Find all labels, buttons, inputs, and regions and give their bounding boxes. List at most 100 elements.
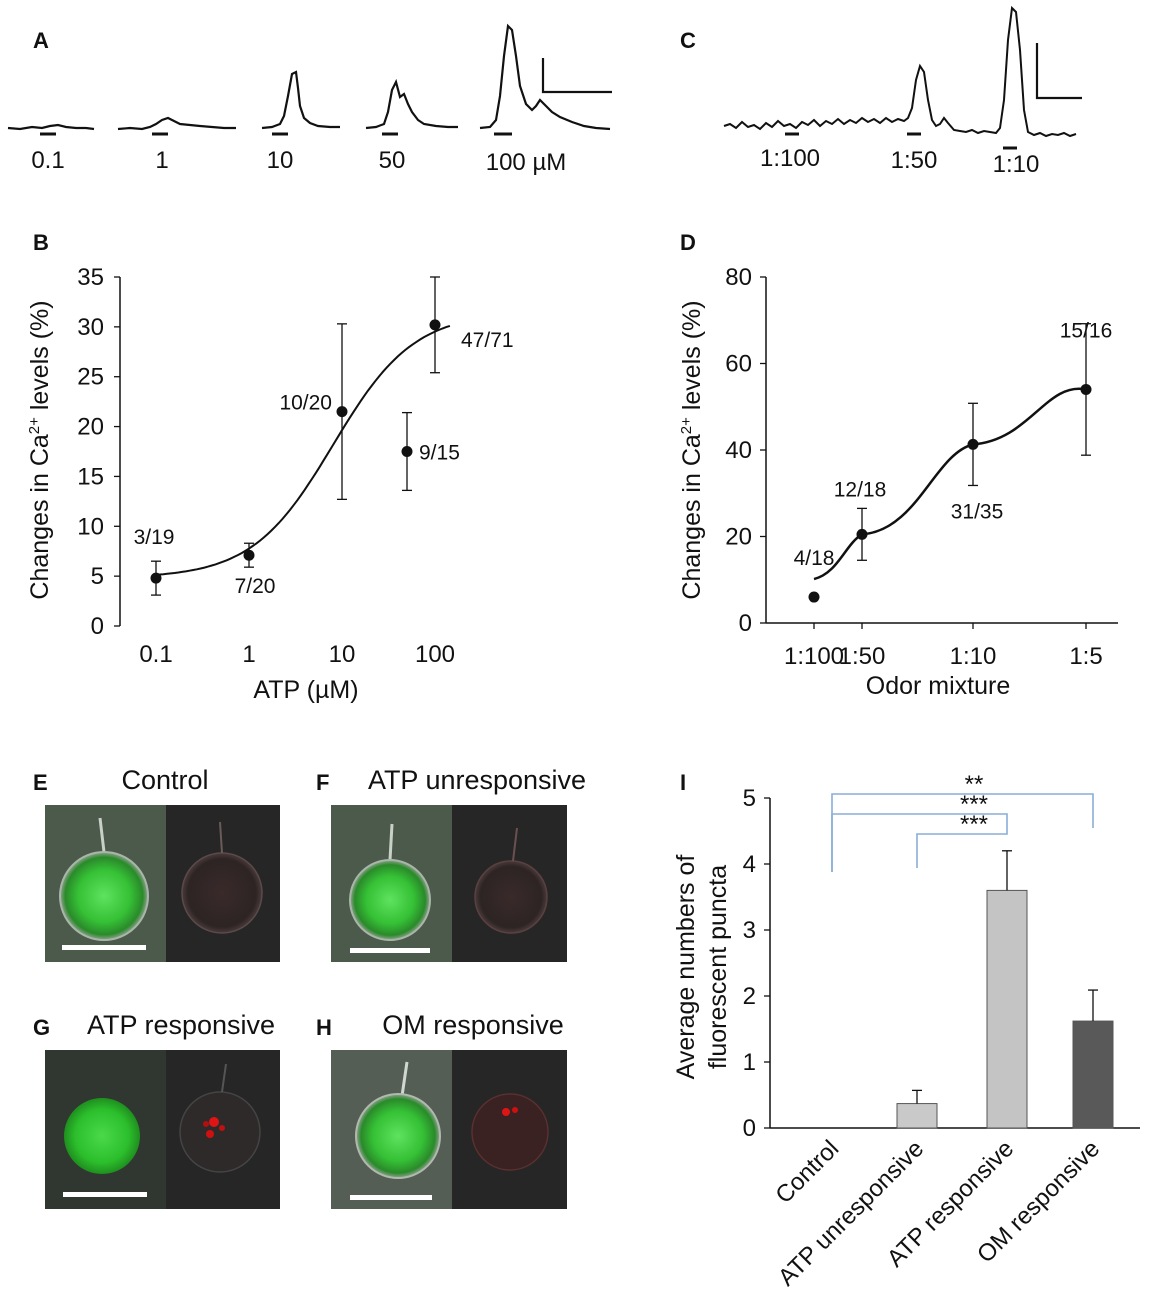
chart-i-y-tick-label: 3 — [743, 917, 756, 944]
chart-b-point-label: 9/15 — [419, 442, 460, 465]
chart-i-significance-label: ** — [965, 771, 984, 798]
chart-i-bars — [896, 850, 1114, 1129]
chart-d-point-label: 4/18 — [794, 547, 835, 570]
trace-a-1 — [117, 116, 236, 131]
trace-label-c-1: 1:50 — [891, 147, 938, 174]
chart-i-x-label: ATP unresponsive — [773, 1135, 929, 1291]
chart-d-y-tick-label: 40 — [725, 437, 752, 464]
chart-i-y-tick-label: 1 — [743, 1049, 756, 1076]
chart-i-y-tick-label: 0 — [743, 1115, 756, 1142]
chart-i-bar — [896, 1103, 938, 1129]
chart-b-y-tick-label: 15 — [77, 463, 104, 490]
trace-label-a-1: 1 — [155, 147, 168, 174]
chart-d-x-tick-label: 1:100 — [784, 643, 844, 670]
chart-i: Average numbers of fluorescent puncta 0 1 2… — [672, 771, 1140, 1291]
image-title-g: ATP responsive — [87, 1010, 275, 1040]
trace-label-a-3: 50 — [379, 147, 406, 174]
chart-b-point-label: 47/71 — [461, 329, 514, 352]
chart-b-y-tick-label: 5 — [91, 563, 104, 590]
chart-d-ylabel: Changes in Ca2+ levels (%) — [678, 300, 706, 599]
trace-label-c-2: 1:10 — [993, 151, 1040, 178]
chart-b-y-tick-label: 10 — [77, 513, 104, 540]
chart-d-y-tick-label: 20 — [725, 524, 752, 551]
chart-d-point-label: 31/35 — [951, 500, 1004, 523]
chart-d-x-tick-label: 1:50 — [839, 643, 886, 670]
chart-b-point-label: 10/20 — [279, 392, 332, 415]
panel-c-stim-bars — [785, 132, 1017, 150]
chart-d-point — [856, 528, 868, 540]
chart-d-x-tick-label: 1:5 — [1069, 643, 1102, 670]
chart-i-bar — [986, 889, 1028, 1129]
chart-b-x-tick-label: 1 — [242, 641, 255, 668]
chart-b-x-tick-label: 100 — [415, 641, 455, 668]
chart-d-point — [1080, 383, 1092, 395]
chart-i-ylabel-line2: fluorescent puncta — [704, 865, 732, 1069]
panel-letter-f: F — [316, 770, 329, 795]
chart-d-y-tick-label: 80 — [725, 264, 752, 291]
scale-bar-a — [541, 58, 612, 94]
chart-b-y-tick-label: 35 — [77, 264, 104, 291]
chart-i-y-tick-label: 2 — [743, 983, 756, 1010]
chart-d-y-ticks: 0 20 40 60 80 — [725, 264, 766, 637]
chart-b-point — [401, 446, 413, 457]
chart-i-error-bar — [1002, 850, 1012, 891]
chart-i-x-label: Control — [770, 1135, 844, 1209]
chart-i-y-tick-label: 4 — [743, 851, 756, 878]
chart-d-point-label: 15/16 — [1060, 319, 1113, 342]
trace-a-100 — [479, 23, 611, 131]
trace-a-0-1 — [7, 123, 95, 131]
panel-letter-h: H — [316, 1015, 332, 1040]
image-title-f: ATP unresponsive — [368, 765, 586, 795]
chart-d-point — [967, 438, 979, 450]
chart-i-error-bar — [912, 1089, 922, 1104]
trace-label-a-2: 10 — [267, 147, 294, 174]
chart-i-ylabel-line1: Average numbers of — [672, 855, 700, 1080]
chart-d-y-tick-label: 0 — [739, 610, 752, 637]
panel-letter-b: B — [33, 230, 49, 255]
chart-i-ylabel: Average numbers of fluorescent puncta — [672, 855, 732, 1080]
chart-i-significance-bracket — [916, 826, 1008, 868]
panel-a-labels: 0.1 1 10 50 100 µM — [31, 147, 566, 176]
trace-label-a-0: 0.1 — [31, 147, 64, 174]
chart-b-y-ticks: 0 5 10 15 20 25 30 35 — [77, 264, 120, 640]
chart-b-x-tick-label: 10 — [329, 641, 356, 668]
image-e — [45, 805, 280, 962]
chart-d-point — [808, 591, 820, 603]
image-title-h: OM responsive — [382, 1010, 564, 1040]
panel-c-labels: 1:100 1:50 1:10 — [760, 145, 1039, 178]
chart-b-y-tick-label: 20 — [77, 414, 104, 441]
trace-a-10 — [261, 70, 340, 130]
image-f — [331, 805, 567, 962]
chart-i-y-tick-label: 5 — [743, 785, 756, 812]
chart-i-bar — [1072, 1020, 1114, 1129]
panel-letter-g: G — [33, 1015, 50, 1040]
trace-label-c-0: 1:100 — [760, 145, 820, 172]
trace-label-a-4: 100 µM — [486, 149, 567, 176]
chart-b-ylabel: Changes in Ca2+ levels (%) — [26, 300, 54, 599]
chart-d-xlabel: Odor mixture — [866, 672, 1010, 700]
chart-b-point — [243, 549, 255, 561]
chart-d-x-tick-label: 1:10 — [950, 643, 997, 670]
scale-bar-g — [63, 1192, 147, 1197]
chart-i-significance: ******** — [831, 771, 1094, 872]
chart-b-y-tick-label: 0 — [91, 613, 104, 640]
chart-b: Changes in Ca2+ levels (%) 0 5 10 15 20 25 30 3… — [26, 264, 514, 704]
chart-d-points: 4/18 12/18 31/35 15/16 — [794, 319, 1113, 603]
panel-letter-c: C — [680, 28, 696, 53]
panel-letter-e: E — [33, 770, 48, 795]
image-h — [331, 1050, 567, 1209]
chart-b-points: 3/19 7/20 10/20 9/15 47/71 — [134, 276, 514, 598]
trace-c — [723, 5, 1077, 138]
chart-b-y-tick-label: 25 — [77, 364, 104, 391]
chart-b-point — [150, 572, 162, 584]
panel-a-traces — [7, 23, 611, 131]
image-g — [45, 1050, 280, 1209]
scale-bar-h — [350, 1195, 432, 1200]
chart-b-point — [429, 319, 441, 331]
chart-i-y-ticks: 0 1 2 3 4 5 — [743, 785, 770, 1142]
chart-i-significance-label: *** — [960, 811, 988, 838]
panel-letter-d: D — [680, 230, 696, 255]
